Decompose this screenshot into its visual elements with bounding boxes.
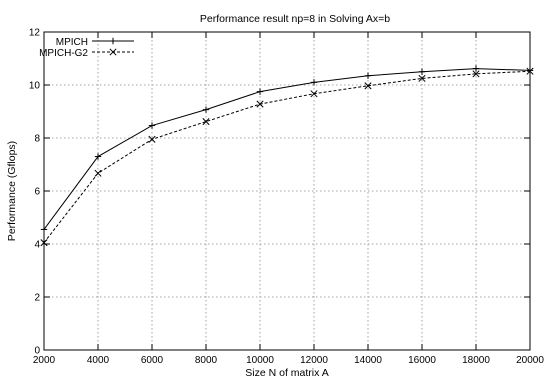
data-point-mpich-g2 — [202, 118, 210, 126]
x-axis-label: Size N of matrix A — [245, 367, 328, 379]
x-tick-label: 16000 — [408, 355, 436, 366]
marker-stroke — [418, 74, 426, 82]
ticks-layer: 0 2 4 6 8 10 12 2000 4000 6000 8000 10000 12000 14000… — [29, 28, 544, 367]
data-point-mpich-g2 — [364, 82, 372, 90]
data-point-mpich — [94, 153, 102, 160]
marker-stroke — [364, 82, 372, 90]
x-tick-label: 10000 — [246, 355, 274, 366]
x-tick-label: 20000 — [516, 355, 544, 366]
marker-stroke — [472, 70, 480, 78]
y-tick-label: 2 — [34, 293, 40, 304]
data-point-mpich — [256, 88, 264, 95]
legend-marker-mpich — [109, 37, 117, 45]
y-tick-label: 10 — [29, 81, 41, 92]
series-layer — [40, 65, 534, 247]
data-point-mpich-g2 — [94, 169, 102, 177]
data-point-mpich — [418, 68, 426, 75]
legend-label-mpich: MPICH — [56, 37, 88, 48]
data-point-mpich — [148, 122, 156, 129]
legend-marker-mpich-g2 — [109, 48, 117, 56]
legend-samples — [92, 37, 134, 56]
marker-stroke — [148, 135, 156, 143]
grid-layer — [44, 32, 530, 350]
y-tick-label: 0 — [34, 346, 40, 357]
marker-stroke — [94, 169, 102, 177]
data-point-mpich — [202, 106, 210, 113]
x-tick-label: 12000 — [300, 355, 328, 366]
series-mpich — [40, 65, 534, 233]
series-line-mpich — [43, 68, 531, 230]
y-axis-label: Performance (Gflops) — [6, 141, 18, 241]
y-tick-label: 4 — [34, 240, 40, 251]
y-tick-label: 6 — [34, 187, 40, 198]
marker-stroke — [109, 48, 117, 56]
data-point-mpich-g2 — [310, 90, 318, 98]
y-tick-label: 12 — [29, 28, 41, 39]
series-line-mpich-g2 — [43, 70, 531, 243]
x-tick-label: 8000 — [195, 355, 218, 366]
legend: MPICH MPICH-G2 — [39, 37, 134, 59]
data-point-mpich-g2 — [148, 135, 156, 143]
plot-frame — [43, 31, 531, 351]
x-tick-label: 18000 — [462, 355, 490, 366]
y-tick-label: 8 — [34, 134, 40, 145]
chart-title: Performance result np=8 in Solving Ax=b — [200, 13, 390, 25]
x-tick-label: 14000 — [354, 355, 382, 366]
marker-stroke — [202, 118, 210, 126]
marker-stroke — [310, 90, 318, 98]
series-mpich-g2 — [40, 67, 534, 247]
data-point-mpich — [364, 72, 372, 79]
data-point-mpich-g2 — [472, 70, 480, 78]
data-point-mpich — [472, 65, 480, 72]
x-tick-label: 4000 — [87, 355, 110, 366]
data-point-mpich-g2 — [256, 100, 264, 108]
legend-label-mpich-g2: MPICH-G2 — [39, 48, 88, 59]
data-point-mpich — [310, 79, 318, 86]
x-tick-label: 6000 — [141, 355, 164, 366]
data-point-mpich-g2 — [418, 74, 426, 82]
x-tick-label: 2000 — [33, 355, 56, 366]
marker-stroke — [256, 100, 264, 108]
